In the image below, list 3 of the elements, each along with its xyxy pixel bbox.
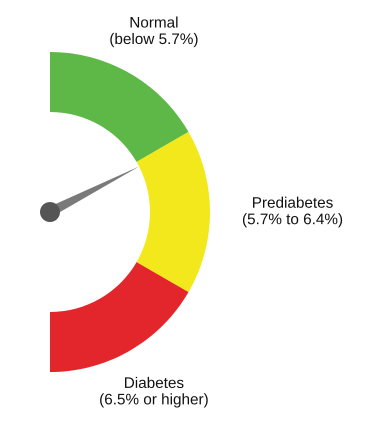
slice-label: Diabetes (6.5% or higher) [100, 376, 208, 408]
slice-label: Prediabetes (5.7% to 6.4%) [242, 196, 342, 228]
slice-label: Normal (below 5.7%) [110, 16, 198, 48]
